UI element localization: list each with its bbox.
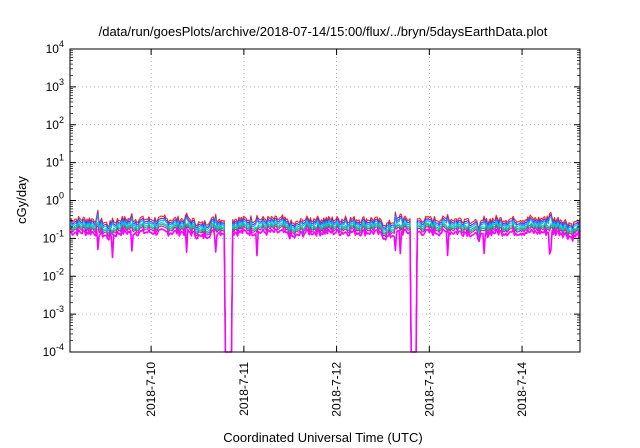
y-axis-label: cGy/day xyxy=(14,176,29,224)
y-tick-label: 102 xyxy=(46,115,64,132)
series-line xyxy=(69,221,581,353)
x-axis-label: Coordinated Universal Time (UTC) xyxy=(223,430,422,445)
y-tick-label: 10-4 xyxy=(43,342,64,359)
y-tick-label: 104 xyxy=(46,39,64,56)
series-line xyxy=(69,225,581,353)
chart-title: /data/run/goesPlots/archive/2018-07-14/1… xyxy=(99,24,548,39)
series-line xyxy=(69,213,581,353)
y-tick-label: 100 xyxy=(46,191,64,208)
x-tick-label: 2018-7-11 xyxy=(237,362,251,416)
y-tick-label: 10-1 xyxy=(43,228,64,245)
series-line xyxy=(69,228,581,353)
y-tick-label: 10-2 xyxy=(43,266,64,283)
x-tick-label: 2018-7-13 xyxy=(422,362,436,417)
x-tick-label: 2018-7-12 xyxy=(330,362,344,417)
y-axis-ticks: 10-4 10-3 10-2 10-1 100 101 102 103 104 xyxy=(43,39,580,359)
y-tick-label: 103 xyxy=(46,77,64,94)
series-line xyxy=(69,223,581,353)
x-axis-ticks: 2018-7-10 2018-7-11 2018-7-12 2018-7-13 2018… xyxy=(144,49,529,417)
y-tick-label: 101 xyxy=(46,153,64,170)
y-tick-label: 10-3 xyxy=(43,304,64,321)
grid-lines xyxy=(70,49,580,352)
data-series xyxy=(69,209,581,353)
x-tick-label: 2018-7-14 xyxy=(515,362,529,417)
x-tick-label: 2018-7-10 xyxy=(144,362,158,417)
